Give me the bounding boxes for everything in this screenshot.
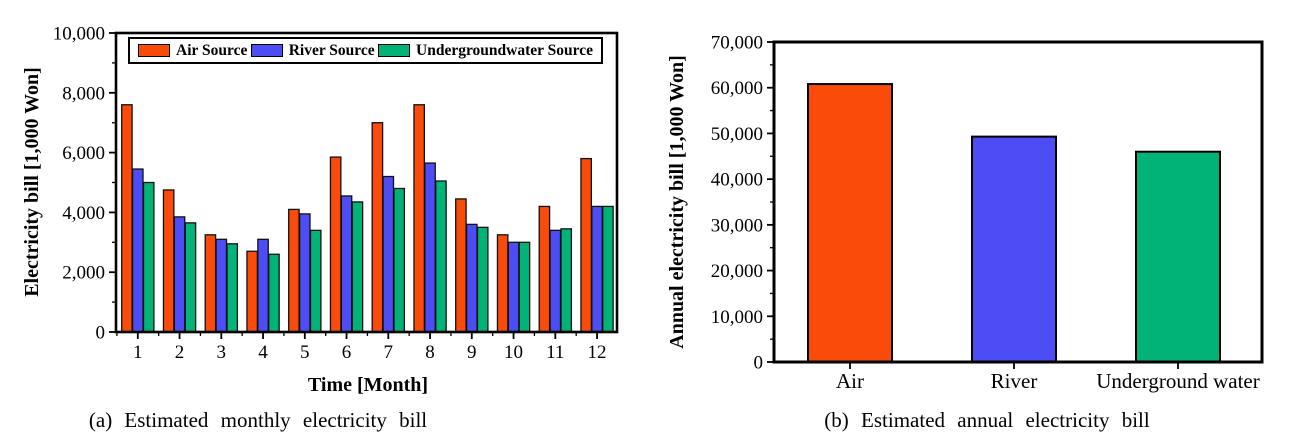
bar-undergroundwater-source-m1 [142,181,155,333]
bar-undergroundwater-source-m6 [351,201,364,333]
x-tick-label: Air [836,369,864,393]
bar-undergroundwater-source-m2 [184,222,197,333]
y-tick-label: 30,000 [711,215,763,236]
x-tick-label: Underground water [1096,369,1259,393]
caption-a: (a) Estimated monthly electricity bill [88,408,428,432]
bar-air [807,83,893,363]
legend-label-river-source: River Source [288,41,375,59]
bar-air-source-m8 [413,104,426,333]
annual-bill-figure: 0 10,000 20,000 30,000 40,000 50,000 60,000 70,… [646,0,1291,446]
bar-undergroundwater-source-m8 [435,180,447,333]
legend-swatch-undergroundwater-source [378,44,411,57]
annual-chart-svg: 0 10,000 20,000 30,000 40,000 50,000 60,000 70,… [666,33,1264,393]
bar-river-source-m12 [591,205,603,333]
bar-air-source-m10 [496,234,509,333]
x-tick-label: 12 [588,342,607,363]
legend-swatch-river-source [250,44,283,57]
bar-air-source-m11 [538,205,551,333]
x-tick-label: 6 [342,342,352,363]
bar-undergroundwater-source-m3 [226,243,239,333]
bar-undergroundwater-source-m10 [518,241,531,333]
chart-group: 0 10,000 20,000 30,000 40,000 50,000 60,000 70,… [666,33,1264,393]
x-tick-label: 5 [300,342,310,363]
bar-river-source-m4 [257,238,269,333]
y-tick-label: 50,000 [711,124,763,145]
legend-item-undergroundwater-source: Undergroundwater Source [378,42,593,60]
y-axis-title: Annual electricity bill [1,000 Won] [666,55,688,349]
bar-river-source-m2 [173,216,186,333]
x-tick-label: 8 [425,342,435,363]
x-tick-label: 3 [217,342,227,363]
x-tick-label: 1 [133,342,143,363]
legend-label-air-source: Air Source [176,41,248,59]
bar-air-source-m4 [246,250,258,333]
bar-undergroundwater-source-m4 [268,253,280,333]
legend-swatch-air-source [138,44,170,57]
bar-air-source-m9 [455,198,467,333]
y-tick-label: 8,000 [62,83,105,104]
bar-river-source-m5 [298,213,311,333]
bar-river-source-m8 [424,162,436,333]
y-tick-label: 4,000 [62,203,105,224]
bar-undergroundwater-source-m12 [602,205,614,333]
x-tick-label: 2 [175,342,185,363]
y-tick-label: 0 [754,353,764,374]
y-tick-label: 10,000 [711,307,763,328]
x-tick-label: 11 [546,342,564,363]
x-tick-label: 7 [384,342,394,363]
x-tick-label: 9 [467,342,477,363]
y-tick-label: 6,000 [62,143,105,164]
caption-b: (b) Estimated annual electricity bill [824,408,1150,432]
bar-air-source-m1 [121,104,133,333]
bar-undergroundwater-source-m11 [560,228,573,333]
bar-river-source-m3 [215,238,228,333]
bar-air-source-m7 [371,122,384,333]
y-tick-label: 2,000 [62,263,105,284]
monthly-bill-figure: 0 2,000 4,000 6,000 8,000 10,000 1 2 3 4 5 6 7 8 9 10 11… [0,0,645,446]
bar-river-source-m1 [131,168,144,333]
bar-air-source-m6 [329,156,342,333]
x-tick-label: River [991,369,1038,393]
bar-undergroundwater-source-m7 [393,187,406,333]
bar-air-source-m2 [162,189,175,333]
x-tick-label: 4 [258,342,268,363]
bar-air-source-m3 [204,234,217,333]
y-tick-label: 60,000 [711,78,763,99]
bar-air-source-m12 [580,157,593,333]
y-tick-label: 20,000 [711,261,763,282]
y-tick-label: 0 [96,323,106,344]
legend-label-undergroundwater-source: Undergroundwater Source [416,41,593,59]
y-tick-label: 70,000 [711,33,763,54]
bar-river-source-m6 [340,195,353,333]
bar-river-source-m9 [465,223,478,333]
bar-river [971,135,1057,363]
bar-underground-water [1135,150,1221,363]
bar-river-source-m11 [549,229,562,333]
legend-item-air-source: Air Source [138,42,247,60]
y-tick-label: 40,000 [711,170,763,191]
y-axis-title: Electricity bill [1,000 Won] [21,67,43,297]
bar-river-source-m7 [382,175,395,333]
y-tick-label: 10,000 [53,24,105,45]
bar-river-source-m10 [507,241,520,333]
bar-undergroundwater-source-m9 [476,226,489,333]
x-axis-title: Time [Month] [308,374,428,396]
legend: Air Source River Source Undergroundwater S… [128,37,603,64]
legend-item-river-source: River Source [250,41,375,60]
x-tick-label: 10 [504,342,523,363]
bar-air-source-m5 [288,208,300,333]
bar-undergroundwater-source-m5 [309,229,322,333]
